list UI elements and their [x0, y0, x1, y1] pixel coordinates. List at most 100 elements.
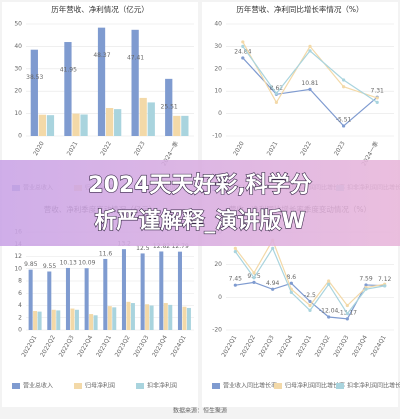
point: [274, 91, 278, 96]
bar: [130, 303, 135, 330]
bar: [105, 108, 114, 136]
point: [241, 56, 245, 60]
point: [327, 279, 331, 283]
legend-swatch: [136, 383, 144, 389]
bar: [159, 251, 164, 330]
point: [383, 284, 387, 288]
value-label: 48.37: [93, 52, 110, 59]
y-tick-label: 20: [214, 65, 222, 72]
y-tick-label: 20: [14, 88, 22, 95]
legend-label: 扣非净利润: [147, 382, 177, 390]
point: [308, 44, 312, 49]
y-tick-label: 10: [14, 265, 22, 272]
bar: [97, 27, 106, 136]
point: [308, 299, 312, 304]
legend-swatch: [212, 383, 220, 389]
value-label: 7.45: [229, 276, 243, 283]
bar: [165, 78, 173, 136]
point: [289, 290, 293, 295]
source: 数据来源：恒生聚源: [173, 407, 227, 415]
y-tick-label: 0: [18, 327, 22, 334]
point: [345, 312, 349, 316]
legend-label: 营业收入同比增长率: [223, 382, 277, 390]
legend-swatch: [74, 383, 82, 389]
bar: [107, 306, 112, 330]
y-tick-label: 30: [214, 43, 222, 50]
point: [375, 96, 379, 100]
y-tick-label: 4: [18, 302, 22, 309]
point: [364, 283, 368, 287]
bar: [177, 251, 182, 330]
bar: [51, 309, 56, 330]
value-label: 10.09: [78, 260, 95, 267]
bar: [140, 253, 145, 330]
point: [342, 78, 346, 82]
banner-line: 析严谨解释_演讲版W: [94, 208, 305, 234]
point: [241, 44, 245, 49]
point: [271, 287, 275, 291]
legend-swatch: [12, 383, 20, 389]
point: [252, 280, 256, 284]
bar: [65, 267, 70, 330]
value-label: 24.84: [234, 48, 251, 55]
bar: [89, 314, 94, 330]
y-tick-label: 0: [218, 294, 222, 301]
y-tick-label: -20: [212, 327, 222, 334]
value-label: 25.51: [161, 103, 178, 110]
point: [364, 287, 368, 291]
bar: [139, 97, 147, 136]
value-label: 47.41: [127, 54, 144, 61]
value-label: 8.62: [270, 85, 284, 92]
bar: [121, 249, 126, 330]
point: [345, 303, 349, 308]
value-label: 38.53: [26, 74, 43, 81]
y-tick-label: 20: [214, 261, 222, 268]
point: [308, 308, 312, 312]
point: [342, 85, 346, 89]
bar: [145, 304, 150, 330]
point: [233, 250, 237, 254]
y-tick-label: 2: [18, 314, 22, 321]
bar: [30, 49, 38, 137]
chart-title: 历年营收、净利同比增长率情况（%）: [236, 4, 363, 14]
bar: [47, 271, 52, 330]
y-tick-label: 10: [214, 88, 222, 95]
bar: [181, 115, 189, 136]
point: [308, 303, 312, 308]
bar: [173, 115, 181, 136]
value-label: 41.95: [60, 67, 77, 74]
point: [327, 282, 331, 286]
value-label: 9.55: [43, 263, 57, 270]
value-label: -5.51: [336, 116, 352, 123]
value-label: 8.6: [287, 274, 297, 281]
bar: [112, 307, 117, 330]
bar: [114, 109, 122, 136]
bar: [168, 304, 173, 330]
bar: [126, 301, 131, 330]
bar: [93, 315, 98, 330]
y-tick-label: 8: [18, 278, 22, 285]
value-label: 7.31: [371, 88, 385, 95]
bar: [147, 102, 155, 136]
legend-label: 营业总收入: [23, 382, 53, 390]
value-label: 7.12: [378, 276, 392, 283]
y-tick-label: 40: [14, 43, 22, 50]
value-label: 12.82: [153, 243, 170, 250]
point: [342, 124, 346, 128]
chart-title: 历年营收、净利情况（亿元）: [51, 4, 149, 14]
bar: [37, 311, 42, 330]
legend-label: 归母净利润同比增长率: [285, 382, 345, 390]
value-label: 4.94: [266, 280, 280, 287]
point: [345, 317, 349, 321]
bar: [80, 114, 88, 136]
point: [274, 100, 278, 104]
bar: [182, 306, 187, 330]
point: [252, 276, 256, 280]
bar: [64, 42, 72, 137]
point: [241, 40, 245, 44]
point: [233, 246, 237, 250]
y-tick-label: 6: [18, 290, 22, 297]
y-tick-label: -10: [212, 133, 222, 140]
bar: [28, 269, 33, 330]
